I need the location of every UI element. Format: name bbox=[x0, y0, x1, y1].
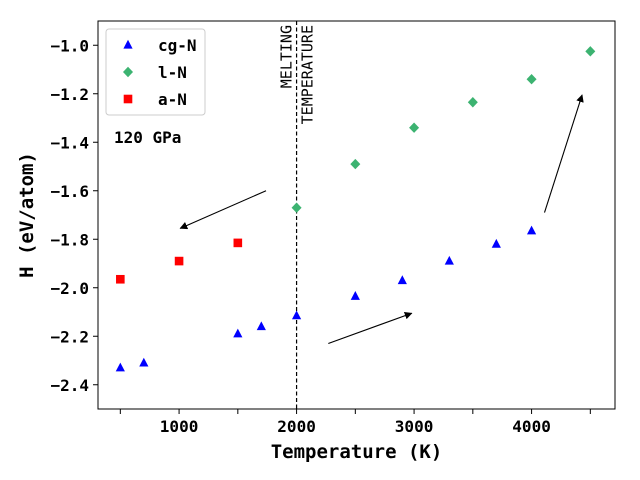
legend: cg-N l-N a-N bbox=[105, 28, 206, 116]
data-point-l-N bbox=[467, 97, 478, 108]
legend-label-cg-N: cg-N bbox=[158, 36, 197, 55]
legend-label-a-N: a-N bbox=[158, 90, 187, 109]
x-tick-label: 2000 bbox=[277, 417, 316, 436]
y-axis-label: H (eV/atom) bbox=[16, 152, 38, 278]
data-point-a-N bbox=[233, 238, 243, 248]
pressure-annotation: 120 GPa bbox=[114, 128, 181, 147]
x-tick-label: 3000 bbox=[395, 417, 434, 436]
data-point-a-N bbox=[116, 274, 125, 284]
legend-marker-cg-N bbox=[123, 39, 133, 49]
x-tick-label: 4000 bbox=[512, 417, 551, 436]
arrow bbox=[179, 190, 267, 230]
y-tick-label: −2.2 bbox=[50, 327, 89, 346]
data-point-cg-N bbox=[350, 291, 360, 300]
y-tick-label: −1.6 bbox=[50, 182, 89, 201]
data-point-l-N bbox=[409, 122, 420, 133]
y-tick-label: −1.8 bbox=[50, 230, 89, 249]
data-point-cg-N bbox=[139, 357, 149, 367]
axes-frame bbox=[97, 20, 616, 410]
data-point-cg-N bbox=[397, 275, 407, 285]
legend-marker-a-N bbox=[123, 94, 133, 104]
series-cg-N bbox=[115, 225, 537, 372]
melting-label-line1: MELTING bbox=[278, 25, 296, 88]
series-a-N bbox=[116, 238, 243, 284]
data-point-cg-N bbox=[291, 310, 302, 320]
melting-label-line2: TEMPERATURE bbox=[299, 25, 317, 124]
y-tick-label: −1.0 bbox=[50, 36, 89, 55]
data-point-cg-N bbox=[233, 328, 243, 338]
data-point-cg-N bbox=[491, 238, 501, 248]
y-tick-label: −1.4 bbox=[50, 133, 89, 152]
plot-area: 1000 2000 3000 4000 −2.4 −2.2 −2.0 −1.8 −1.6 −1.4… bbox=[50, 20, 616, 436]
arrow bbox=[543, 94, 584, 213]
data-point-l-N bbox=[526, 74, 537, 85]
legend-marker-l-N bbox=[123, 66, 133, 78]
x-axis-label: Temperature (K) bbox=[271, 441, 443, 463]
data-point-cg-N bbox=[115, 362, 125, 372]
data-point-cg-N bbox=[526, 225, 537, 235]
data-point-a-N bbox=[174, 256, 184, 266]
data-point-cg-N bbox=[256, 321, 266, 331]
data-point-l-N bbox=[585, 46, 596, 57]
y-tick-label: −1.2 bbox=[50, 85, 89, 104]
y-tick-label: −2.4 bbox=[50, 376, 89, 395]
data-point-cg-N bbox=[444, 255, 454, 265]
data-point-l-N bbox=[350, 158, 361, 170]
data-point-l-N bbox=[291, 202, 302, 213]
y-tick-label: −2.0 bbox=[50, 279, 89, 298]
series-l-N bbox=[291, 46, 596, 213]
x-tick-label: 1000 bbox=[160, 417, 199, 436]
legend-box bbox=[105, 28, 206, 116]
legend-label-l-N: l-N bbox=[158, 63, 187, 82]
arrow bbox=[328, 311, 413, 345]
